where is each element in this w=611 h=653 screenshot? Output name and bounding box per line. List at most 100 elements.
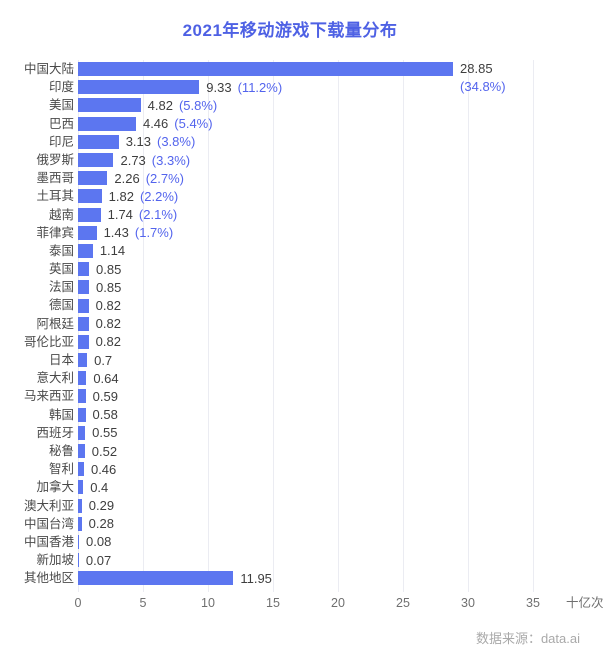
- bar-row: 日本 0.7: [0, 351, 611, 369]
- bar: [78, 371, 87, 386]
- category-label: 韩国: [48, 407, 74, 422]
- value-label: 0.64: [93, 370, 119, 386]
- value-label: 0.59: [92, 388, 118, 404]
- value-label-group: 4.82 (5.8%): [148, 98, 218, 113]
- value-label: 0.82: [95, 298, 121, 314]
- bar-zone: 2.73 (3.3%): [78, 153, 611, 168]
- value-label: 3.13: [125, 134, 151, 150]
- bar: [78, 153, 114, 168]
- value-label: 0.82: [95, 334, 121, 350]
- value-label: 1.43: [103, 225, 129, 241]
- category-label: 法国: [48, 280, 74, 295]
- bar-row: 秘鲁 0.52: [0, 442, 611, 460]
- value-label-group: 1.74 (2.1%): [108, 207, 178, 222]
- value-label-group: 28.85 (34.8%): [460, 60, 506, 94]
- value-label: 0.52: [91, 443, 118, 459]
- bar-row: 智利 0.46: [0, 460, 611, 478]
- value-label: 1.82: [108, 188, 134, 204]
- value-label-group: 11.95: [240, 571, 272, 586]
- value-label: 4.82: [147, 97, 173, 113]
- bar-zone: 9.33 (11.2%): [78, 80, 611, 95]
- bar: [78, 498, 82, 513]
- bar: [78, 407, 86, 422]
- value-label-group: 0.4: [90, 480, 108, 495]
- x-tick-label: 5: [139, 596, 147, 610]
- value-label: 0.28: [88, 516, 114, 532]
- bar-zone: 0.08: [78, 534, 611, 549]
- value-label-group: 0.07: [86, 553, 111, 568]
- bar: [78, 353, 88, 368]
- bar: [78, 189, 102, 204]
- value-label: 11.95: [240, 570, 272, 586]
- value-label: 9.33: [206, 79, 232, 95]
- bar-zone: 0.29: [78, 498, 611, 513]
- bar-row: 越南 1.74 (2.1%): [0, 206, 611, 224]
- gridline: [533, 60, 534, 592]
- gridline: [468, 60, 469, 592]
- value-label-group: 0.52: [92, 444, 117, 459]
- bar-zone: 0.55: [78, 425, 611, 440]
- percent-label: (2.2%): [139, 188, 179, 204]
- category-label: 巴西: [48, 116, 74, 131]
- bar: [78, 553, 79, 568]
- value-label: 28.85: [460, 61, 493, 76]
- bar: [78, 243, 93, 258]
- value-label-group: 0.29: [89, 498, 114, 513]
- bar-zone: 0.59: [78, 389, 611, 404]
- bar-zone: 1.74 (2.1%): [78, 207, 611, 222]
- value-label-group: 4.46 (5.4%): [143, 116, 213, 131]
- percent-label: (5.8%): [178, 97, 218, 113]
- bar-row: 澳大利亚 0.29: [0, 497, 611, 515]
- value-label: 0.46: [90, 461, 117, 477]
- value-label-group: 0.7: [94, 353, 112, 368]
- percent-label: (2.1%): [138, 207, 178, 223]
- bar-zone: 0.82: [78, 298, 611, 313]
- bar-zone: 11.95: [78, 571, 611, 586]
- value-label: 0.7: [94, 352, 113, 368]
- value-label: 0.58: [92, 407, 118, 423]
- bar-zone: 0.58: [78, 407, 611, 422]
- bar-row: 印尼 3.13 (3.8%): [0, 133, 611, 151]
- bar: [78, 316, 89, 331]
- x-tick-label: 0: [74, 596, 82, 610]
- category-label: 智利: [48, 462, 74, 477]
- category-label: 土耳其: [36, 189, 74, 204]
- bar-zone: 4.82 (5.8%): [78, 98, 611, 113]
- bar: [78, 280, 90, 295]
- bar: [78, 462, 84, 477]
- percent-label: (1.7%): [134, 225, 174, 241]
- bar-zone: 0.4: [78, 480, 611, 495]
- bar-row: 巴西 4.46 (5.4%): [0, 115, 611, 133]
- value-label-group: 2.73 (3.3%): [120, 153, 190, 168]
- value-label-group: 0.55: [92, 425, 117, 440]
- bar-zone: 0.85: [78, 280, 611, 295]
- bar: [78, 207, 101, 222]
- category-label: 中国台湾: [23, 516, 74, 531]
- value-label: 0.29: [88, 498, 115, 514]
- percent-label: (11.2%): [237, 79, 283, 95]
- x-tick-label: 25: [396, 596, 410, 610]
- bar: [78, 534, 80, 549]
- gridline: [143, 60, 144, 592]
- bar-row: 哥伦比亚 0.82: [0, 333, 611, 351]
- bar: [78, 444, 85, 459]
- bar-zone: 28.85 (34.8%): [78, 60, 611, 94]
- bar-zone: 0.7: [78, 353, 611, 368]
- bar-zone: 0.52: [78, 444, 611, 459]
- category-label: 德国: [48, 298, 74, 313]
- bar-zone: 0.46: [78, 462, 611, 477]
- category-label: 中国香港: [23, 534, 74, 549]
- category-label: 泰国: [48, 243, 74, 258]
- bar-rows: 中国大陆 28.85 (34.8%) 印度 9.33 (11.2%) 美国 4.82 (5.8%…: [0, 60, 611, 587]
- percent-label: (5.4%): [174, 116, 213, 132]
- value-label: 1.14: [99, 243, 126, 259]
- category-label: 印度: [48, 80, 74, 95]
- bar: [78, 225, 97, 240]
- category-label: 俄罗斯: [36, 152, 74, 167]
- value-label-group: 0.82: [96, 334, 121, 349]
- bar-row: 菲律宾 1.43 (1.7%): [0, 224, 611, 242]
- value-label-group: 0.46: [91, 462, 116, 477]
- bar: [78, 334, 89, 349]
- value-label: 0.85: [96, 279, 122, 295]
- value-label-group: 0.59: [93, 389, 118, 404]
